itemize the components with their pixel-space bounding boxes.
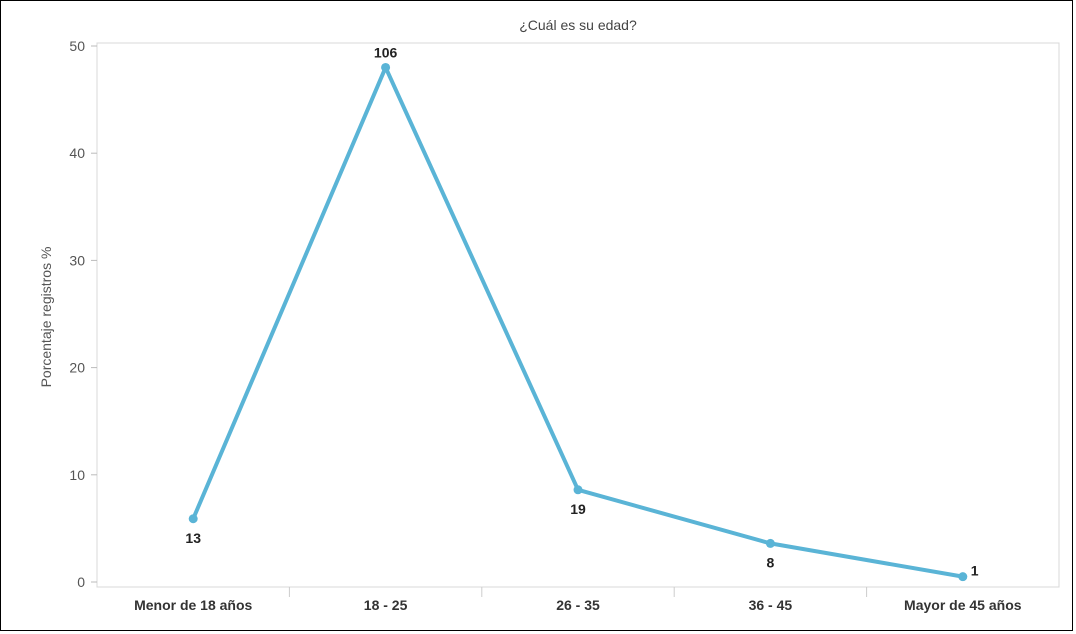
y-tick-label: 40 [69, 145, 85, 161]
data-label: 13 [185, 530, 201, 546]
data-point[interactable] [381, 62, 391, 72]
data-point[interactable] [573, 485, 583, 495]
data-point[interactable] [958, 572, 968, 582]
data-point[interactable] [188, 514, 198, 524]
data-label: 8 [767, 554, 775, 570]
x-tick-label: 36 - 45 [749, 597, 793, 613]
x-tick-label: Menor de 18 años [134, 597, 252, 613]
series-line-group [188, 62, 968, 582]
data-point[interactable] [765, 538, 775, 548]
x-tick-label: 18 - 25 [364, 597, 408, 613]
y-tick-label: 50 [69, 38, 85, 54]
chart-title: ¿Cuál es su edad? [519, 17, 637, 33]
y-tick-label: 30 [69, 252, 85, 268]
x-axis: Menor de 18 años 18 - 25 26 - 35 36 - 45 May… [134, 587, 1022, 613]
y-tick-label: 0 [77, 574, 85, 590]
y-tick-label: 10 [69, 467, 85, 483]
data-label: 1 [971, 563, 979, 579]
data-label: 19 [570, 501, 586, 517]
y-axis-label: Porcentaje registros % [38, 247, 54, 388]
data-label: 106 [374, 44, 398, 60]
y-tick-label: 20 [69, 360, 85, 376]
data-labels-group: 13 106 19 8 1 [185, 44, 978, 578]
plot-area [96, 42, 1060, 588]
y-axis: 0 10 20 30 40 50 [69, 38, 97, 590]
x-tick-label: 26 - 35 [556, 597, 600, 613]
x-tick-label: Mayor de 45 años [904, 597, 1022, 613]
